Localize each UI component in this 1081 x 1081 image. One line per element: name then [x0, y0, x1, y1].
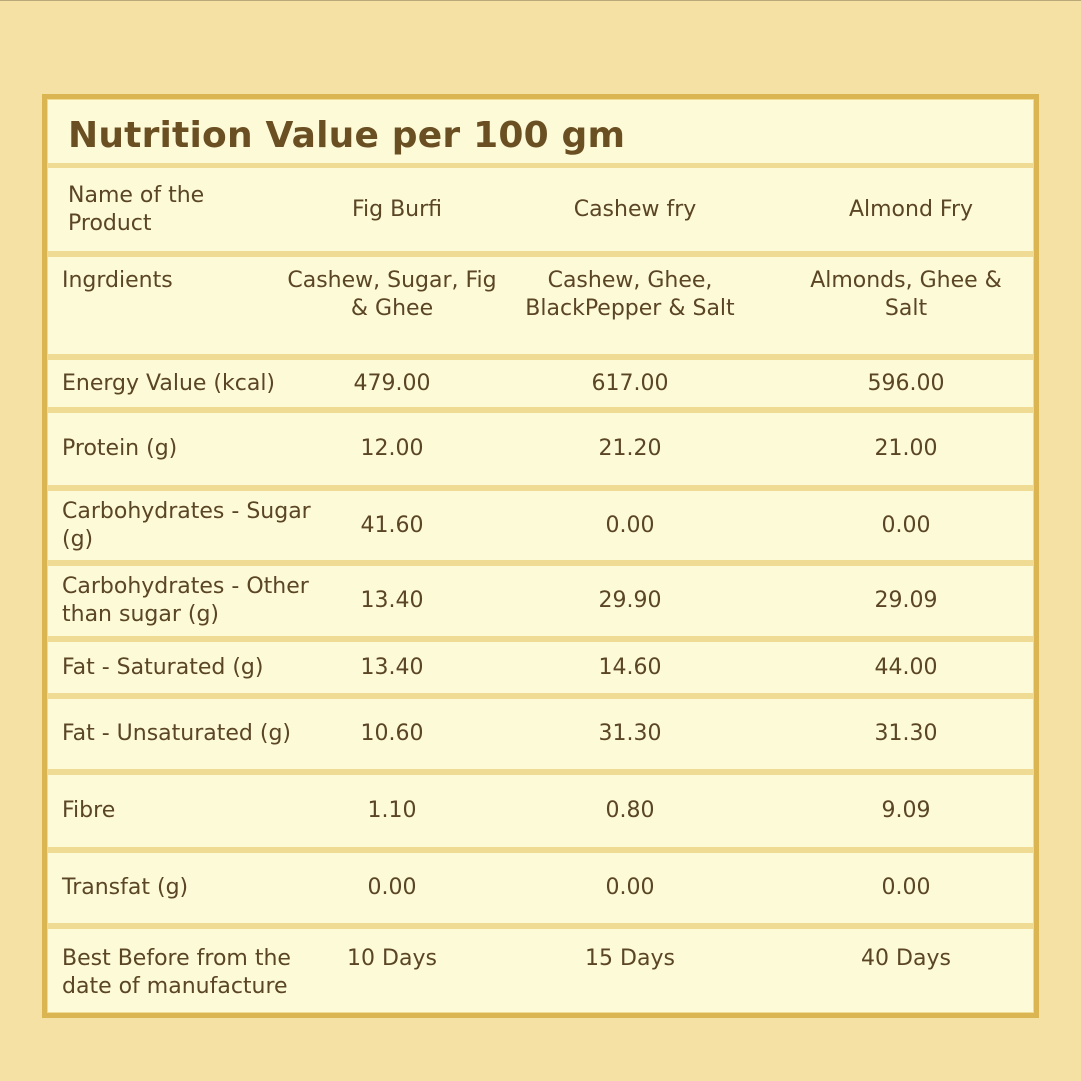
- row-value: 12.00: [360, 436, 424, 461]
- row-label: Fat - Unsaturated (g): [62, 721, 292, 746]
- row-value: 15 Days: [585, 946, 675, 971]
- row-value: 21.00: [874, 436, 938, 461]
- row-value: 21.20: [598, 436, 662, 461]
- row-value: 0.80: [605, 798, 655, 823]
- row-label: Fibre: [62, 798, 116, 823]
- row-value: 479.00: [353, 370, 431, 396]
- table-row: Fibre 1.10 0.80 9.09: [48, 775, 1033, 847]
- product-name: Fig Burfi: [351, 196, 443, 222]
- nutrition-table: Nutrition Value per 100 gm Name of the P…: [42, 94, 1039, 1018]
- table-row: Best Before from the date of manufacture…: [48, 929, 1033, 1012]
- top-divider: [0, 0, 1081, 1]
- row-value: 1.10: [367, 798, 417, 823]
- ingredients-row: Ingrdients Cashew, Sugar, Fig & Ghee Cas…: [48, 257, 1033, 354]
- row-value: 13.40: [360, 654, 424, 680]
- row-value: 44.00: [874, 654, 938, 680]
- row-value: 14.60: [598, 654, 662, 680]
- row-value: 29.09: [874, 588, 938, 613]
- product-name: Cashew fry: [573, 196, 697, 222]
- row-label: Ingrdients: [62, 268, 173, 293]
- table-row: Carbohydrates - Sugar (g) 41.60 0.00 0.0…: [48, 491, 1033, 560]
- row-value: 31.30: [874, 721, 938, 746]
- table-row: Carbohydrates - Other than sugar (g) 13.…: [48, 566, 1033, 636]
- table-row: Fat - Unsaturated (g) 10.60 31.30 31.30: [48, 699, 1033, 769]
- row-label: Protein (g): [62, 436, 178, 461]
- header-row: Name of the Product Fig Burfi Cashew fry…: [48, 168, 1033, 251]
- row-value: 29.90: [598, 588, 662, 613]
- table-row: Energy Value (kcal) 479.00 617.00 596.00: [48, 360, 1033, 407]
- ingredient-value: Almonds, Ghee & Salt: [810, 268, 1002, 321]
- row-value: 41.60: [360, 512, 424, 538]
- row-value: 0.00: [881, 875, 931, 900]
- table-row: Fat - Saturated (g) 13.40 14.60 44.00: [48, 642, 1033, 693]
- row-value: 0.00: [605, 512, 655, 538]
- row-value: 10 Days: [347, 946, 437, 971]
- table-row: Transfat (g) 0.00 0.00 0.00: [48, 853, 1033, 923]
- product-name: Almond Fry: [848, 196, 974, 222]
- row-value: 617.00: [591, 370, 669, 396]
- ingredient-value: Cashew, Ghee, BlackPepper & Salt: [525, 268, 735, 321]
- row-value: 0.00: [367, 875, 417, 900]
- row-value: 0.00: [605, 875, 655, 900]
- row-value: 596.00: [867, 370, 945, 396]
- row-value: 0.00: [881, 512, 931, 538]
- table-row: Protein (g) 12.00 21.20 21.00: [48, 413, 1033, 485]
- row-label: Best Before from the date of manufacture: [62, 946, 291, 999]
- row-label: Carbohydrates - Other than sugar (g): [62, 574, 309, 627]
- ingredient-value: Cashew, Sugar, Fig & Ghee: [287, 268, 497, 321]
- row-value: 40 Days: [861, 946, 951, 971]
- title-row: Nutrition Value per 100 gm: [48, 100, 1033, 163]
- row-value: 10.60: [360, 721, 424, 746]
- row-value: 13.40: [360, 588, 424, 613]
- row-label: Energy Value (kcal): [62, 370, 276, 396]
- row-label: Carbohydrates - Sugar (g): [62, 498, 311, 552]
- row-label: Transfat (g): [62, 875, 189, 900]
- row-label: Fat - Saturated (g): [62, 654, 264, 680]
- header-label: Name of the Product: [68, 182, 205, 236]
- row-value: 31.30: [598, 721, 662, 746]
- table-title: Nutrition Value per 100 gm: [68, 115, 626, 156]
- row-value: 9.09: [881, 798, 931, 823]
